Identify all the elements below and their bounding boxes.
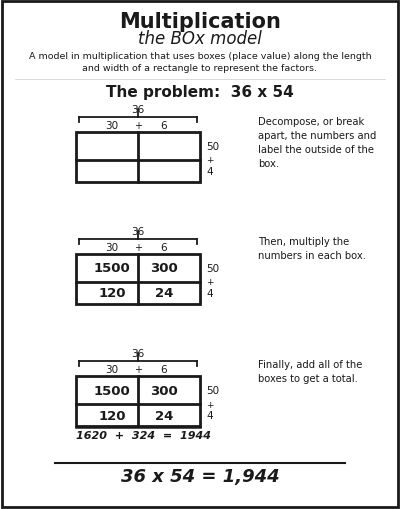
- Text: Then, multiply the
numbers in each box.: Then, multiply the numbers in each box.: [258, 237, 366, 261]
- Text: Multiplication: Multiplication: [119, 12, 281, 32]
- Text: 1500: 1500: [94, 262, 130, 275]
- Text: 6: 6: [161, 242, 167, 252]
- Text: The problem:  36 x 54: The problem: 36 x 54: [106, 85, 294, 100]
- Text: +: +: [134, 120, 142, 130]
- Text: 24: 24: [155, 287, 173, 300]
- Text: 50: 50: [206, 142, 219, 151]
- Text: 36: 36: [131, 227, 145, 237]
- Text: 300: 300: [150, 262, 178, 275]
- Text: +: +: [206, 156, 214, 165]
- Text: Decompose, or break
apart, the numbers and
label the outside of the
box.: Decompose, or break apart, the numbers a…: [258, 117, 376, 169]
- Text: +: +: [206, 400, 214, 409]
- Text: 30: 30: [106, 242, 118, 252]
- Text: 36: 36: [131, 104, 145, 115]
- Text: 4: 4: [206, 166, 213, 176]
- Text: 120: 120: [98, 287, 126, 300]
- Text: A model in multiplication that uses boxes (place value) along the length
and wid: A model in multiplication that uses boxe…: [29, 52, 371, 73]
- Text: 36: 36: [131, 349, 145, 359]
- Text: 1500: 1500: [94, 384, 130, 397]
- Text: 1620  +  324  =  1944: 1620 + 324 = 1944: [76, 431, 211, 440]
- Text: 120: 120: [98, 409, 126, 422]
- Text: 30: 30: [106, 120, 118, 130]
- Text: +: +: [206, 278, 214, 287]
- Text: the BOx model: the BOx model: [138, 30, 262, 48]
- Text: 300: 300: [150, 384, 178, 397]
- Text: 4: 4: [206, 289, 213, 298]
- Text: 6: 6: [161, 120, 167, 130]
- Bar: [76, 377, 200, 427]
- Text: +: +: [134, 364, 142, 375]
- Text: 6: 6: [161, 364, 167, 375]
- Text: 50: 50: [206, 264, 219, 273]
- Text: 50: 50: [206, 386, 219, 395]
- Text: 36 x 54 = 1,944: 36 x 54 = 1,944: [121, 467, 279, 485]
- Bar: [76, 132, 200, 182]
- Text: +: +: [134, 242, 142, 252]
- Text: Finally, add all of the
boxes to get a total.: Finally, add all of the boxes to get a t…: [258, 359, 362, 383]
- Text: 24: 24: [155, 409, 173, 422]
- Bar: [76, 254, 200, 304]
- Text: 30: 30: [106, 364, 118, 375]
- Text: 4: 4: [206, 411, 213, 420]
